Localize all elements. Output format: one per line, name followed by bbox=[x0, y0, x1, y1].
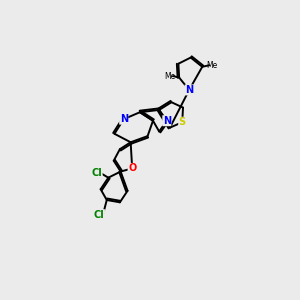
Text: S: S bbox=[179, 117, 186, 127]
Text: Me: Me bbox=[207, 61, 218, 70]
Text: Cl: Cl bbox=[92, 168, 102, 178]
Text: N: N bbox=[120, 114, 128, 124]
Text: N: N bbox=[185, 85, 193, 95]
Text: N: N bbox=[163, 116, 171, 126]
Text: O: O bbox=[128, 164, 136, 173]
Text: Cl: Cl bbox=[94, 210, 104, 220]
Text: Me: Me bbox=[164, 71, 175, 80]
